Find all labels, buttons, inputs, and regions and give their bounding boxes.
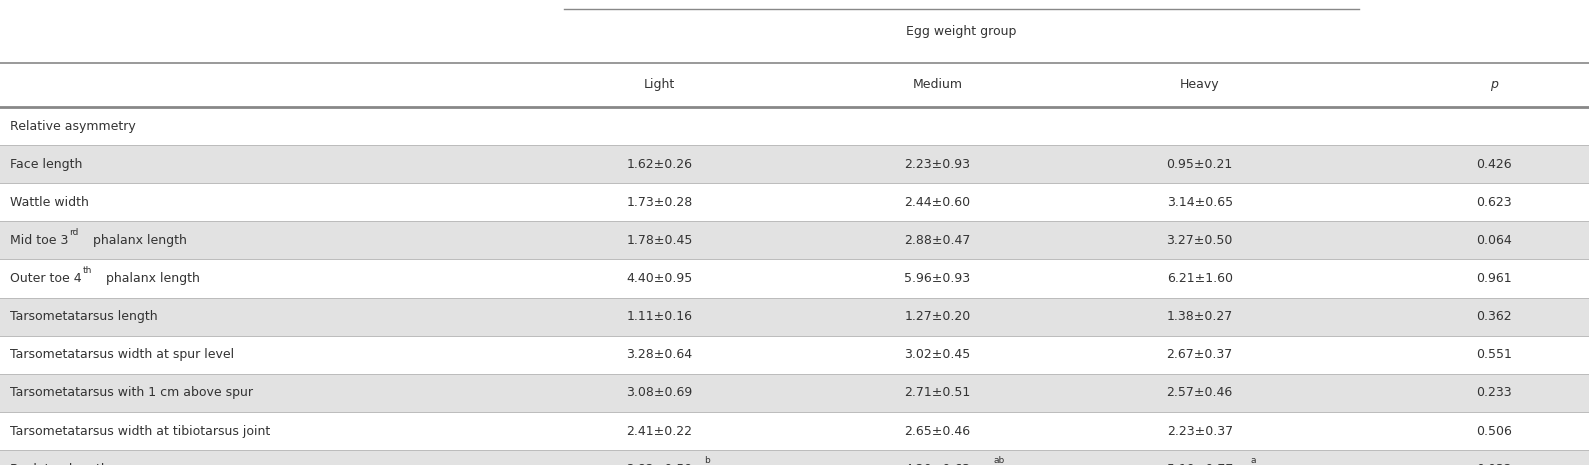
Text: 1.38±0.27: 1.38±0.27 bbox=[1166, 310, 1233, 323]
Text: 2.44±0.60: 2.44±0.60 bbox=[904, 196, 971, 209]
Text: Face length: Face length bbox=[10, 158, 83, 171]
Text: 3.08±0.69: 3.08±0.69 bbox=[626, 386, 693, 399]
Text: 1.73±0.28: 1.73±0.28 bbox=[626, 196, 693, 209]
Bar bbox=[0, 450, 1589, 465]
Text: 0.233: 0.233 bbox=[1476, 386, 1511, 399]
Text: 0.362: 0.362 bbox=[1476, 310, 1511, 323]
Text: phalanx length: phalanx length bbox=[89, 234, 186, 247]
Text: 2.82±0.59: 2.82±0.59 bbox=[626, 463, 693, 465]
Text: b: b bbox=[704, 456, 710, 465]
Text: Back toe length: Back toe length bbox=[10, 463, 108, 465]
Text: 0.064: 0.064 bbox=[1476, 234, 1511, 247]
Text: 2.67±0.37: 2.67±0.37 bbox=[1166, 348, 1233, 361]
Text: 2.41±0.22: 2.41±0.22 bbox=[626, 425, 693, 438]
Text: a: a bbox=[1251, 456, 1255, 465]
Text: 1.27±0.20: 1.27±0.20 bbox=[904, 310, 971, 323]
Text: 2.57±0.46: 2.57±0.46 bbox=[1166, 386, 1233, 399]
Text: 2.23±0.93: 2.23±0.93 bbox=[904, 158, 971, 171]
Text: 3.27±0.50: 3.27±0.50 bbox=[1166, 234, 1233, 247]
Text: 2.71±0.51: 2.71±0.51 bbox=[904, 386, 971, 399]
Text: p: p bbox=[1490, 79, 1497, 91]
Text: Tarsometatarsus length: Tarsometatarsus length bbox=[10, 310, 157, 323]
Text: 3.14±0.65: 3.14±0.65 bbox=[1166, 196, 1233, 209]
Text: 3.28±0.64: 3.28±0.64 bbox=[626, 348, 693, 361]
Bar bbox=[0, 298, 1589, 336]
Text: Tarsometatarsus width at spur level: Tarsometatarsus width at spur level bbox=[10, 348, 234, 361]
Text: Heavy: Heavy bbox=[1181, 79, 1219, 91]
Text: Light: Light bbox=[644, 79, 675, 91]
Text: Egg weight group: Egg weight group bbox=[906, 25, 1017, 38]
Text: Tarsometatarsus width at tibiotarsus joint: Tarsometatarsus width at tibiotarsus joi… bbox=[10, 425, 270, 438]
Bar bbox=[0, 145, 1589, 183]
Text: 2.23±0.37: 2.23±0.37 bbox=[1166, 425, 1233, 438]
Text: Medium: Medium bbox=[912, 79, 963, 91]
Text: 3.02±0.45: 3.02±0.45 bbox=[904, 348, 971, 361]
Bar bbox=[0, 221, 1589, 259]
Text: 0.551: 0.551 bbox=[1476, 348, 1511, 361]
Text: 1.62±0.26: 1.62±0.26 bbox=[626, 158, 693, 171]
Text: 6.21±1.60: 6.21±1.60 bbox=[1166, 272, 1233, 285]
Text: rd: rd bbox=[70, 227, 79, 237]
Text: 0.961: 0.961 bbox=[1476, 272, 1511, 285]
Text: 4.20±0.63: 4.20±0.63 bbox=[904, 463, 971, 465]
Text: ab: ab bbox=[993, 456, 1004, 465]
Bar bbox=[0, 374, 1589, 412]
Text: 5.19±0.77: 5.19±0.77 bbox=[1166, 463, 1233, 465]
Text: 0.95±0.21: 0.95±0.21 bbox=[1166, 158, 1233, 171]
Text: 4.40±0.95: 4.40±0.95 bbox=[626, 272, 693, 285]
Text: 0.426: 0.426 bbox=[1476, 158, 1511, 171]
Text: phalanx length: phalanx length bbox=[102, 272, 200, 285]
Text: th: th bbox=[83, 266, 92, 275]
Text: 2.65±0.46: 2.65±0.46 bbox=[904, 425, 971, 438]
Text: 1.11±0.16: 1.11±0.16 bbox=[626, 310, 693, 323]
Text: Mid toe 3: Mid toe 3 bbox=[10, 234, 68, 247]
Text: 1.78±0.45: 1.78±0.45 bbox=[626, 234, 693, 247]
Text: 0.623: 0.623 bbox=[1476, 196, 1511, 209]
Text: Wattle width: Wattle width bbox=[10, 196, 89, 209]
Text: 5.96±0.93: 5.96±0.93 bbox=[904, 272, 971, 285]
Text: Tarsometatarsus with 1 cm above spur: Tarsometatarsus with 1 cm above spur bbox=[10, 386, 253, 399]
Text: 0.506: 0.506 bbox=[1476, 425, 1511, 438]
Text: 2.88±0.47: 2.88±0.47 bbox=[904, 234, 971, 247]
Text: Outer toe 4: Outer toe 4 bbox=[10, 272, 81, 285]
Text: 0.032: 0.032 bbox=[1476, 463, 1511, 465]
Text: Relative asymmetry: Relative asymmetry bbox=[10, 120, 135, 133]
